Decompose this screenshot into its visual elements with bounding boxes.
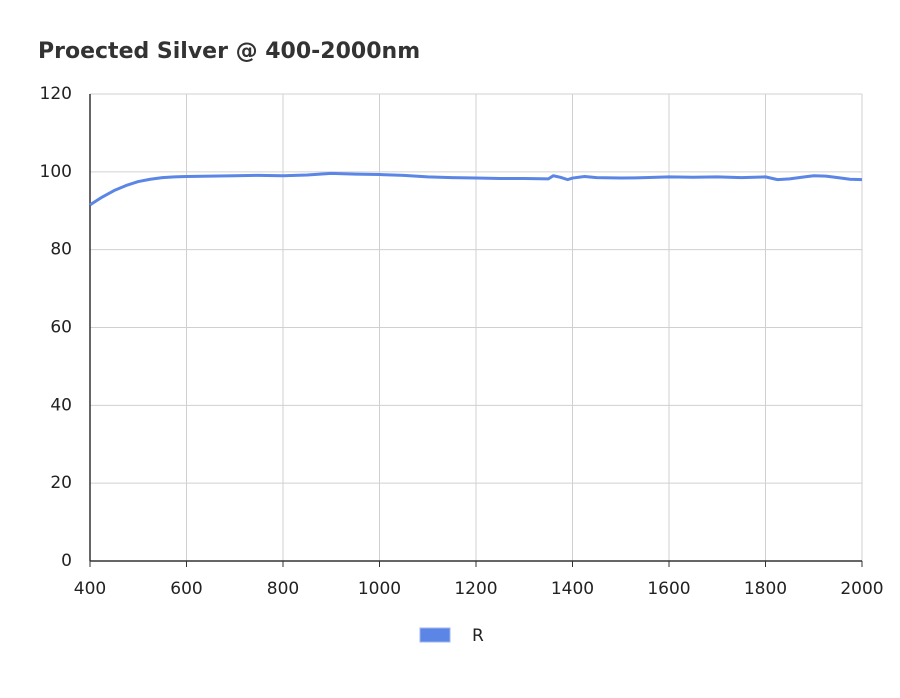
legend-swatch [419, 627, 451, 643]
x-tick-label: 400 [74, 579, 106, 599]
y-tick-label: 100 [40, 162, 72, 182]
chart-title: Proected Silver @ 400-2000nm [38, 39, 420, 64]
x-tick-label: 800 [267, 579, 299, 599]
y-tick-label: 40 [50, 395, 72, 415]
y-tick-label: 20 [50, 473, 72, 493]
y-tick-label: 120 [40, 84, 72, 104]
y-tick-label: 0 [61, 551, 72, 571]
y-tick-label: 60 [50, 318, 72, 338]
x-tick-label: 2000 [840, 579, 883, 599]
x-tick-label: 1600 [647, 579, 690, 599]
x-tick-label: 1000 [358, 579, 401, 599]
line [89, 171, 863, 207]
y-tick-label: 80 [50, 240, 72, 260]
x-tick-label: 600 [170, 579, 202, 599]
x-tick-label: 1400 [551, 579, 594, 599]
x-tick-label: 1800 [744, 579, 787, 599]
x-tick-label: 1200 [454, 579, 497, 599]
legend-label: R [472, 626, 484, 646]
